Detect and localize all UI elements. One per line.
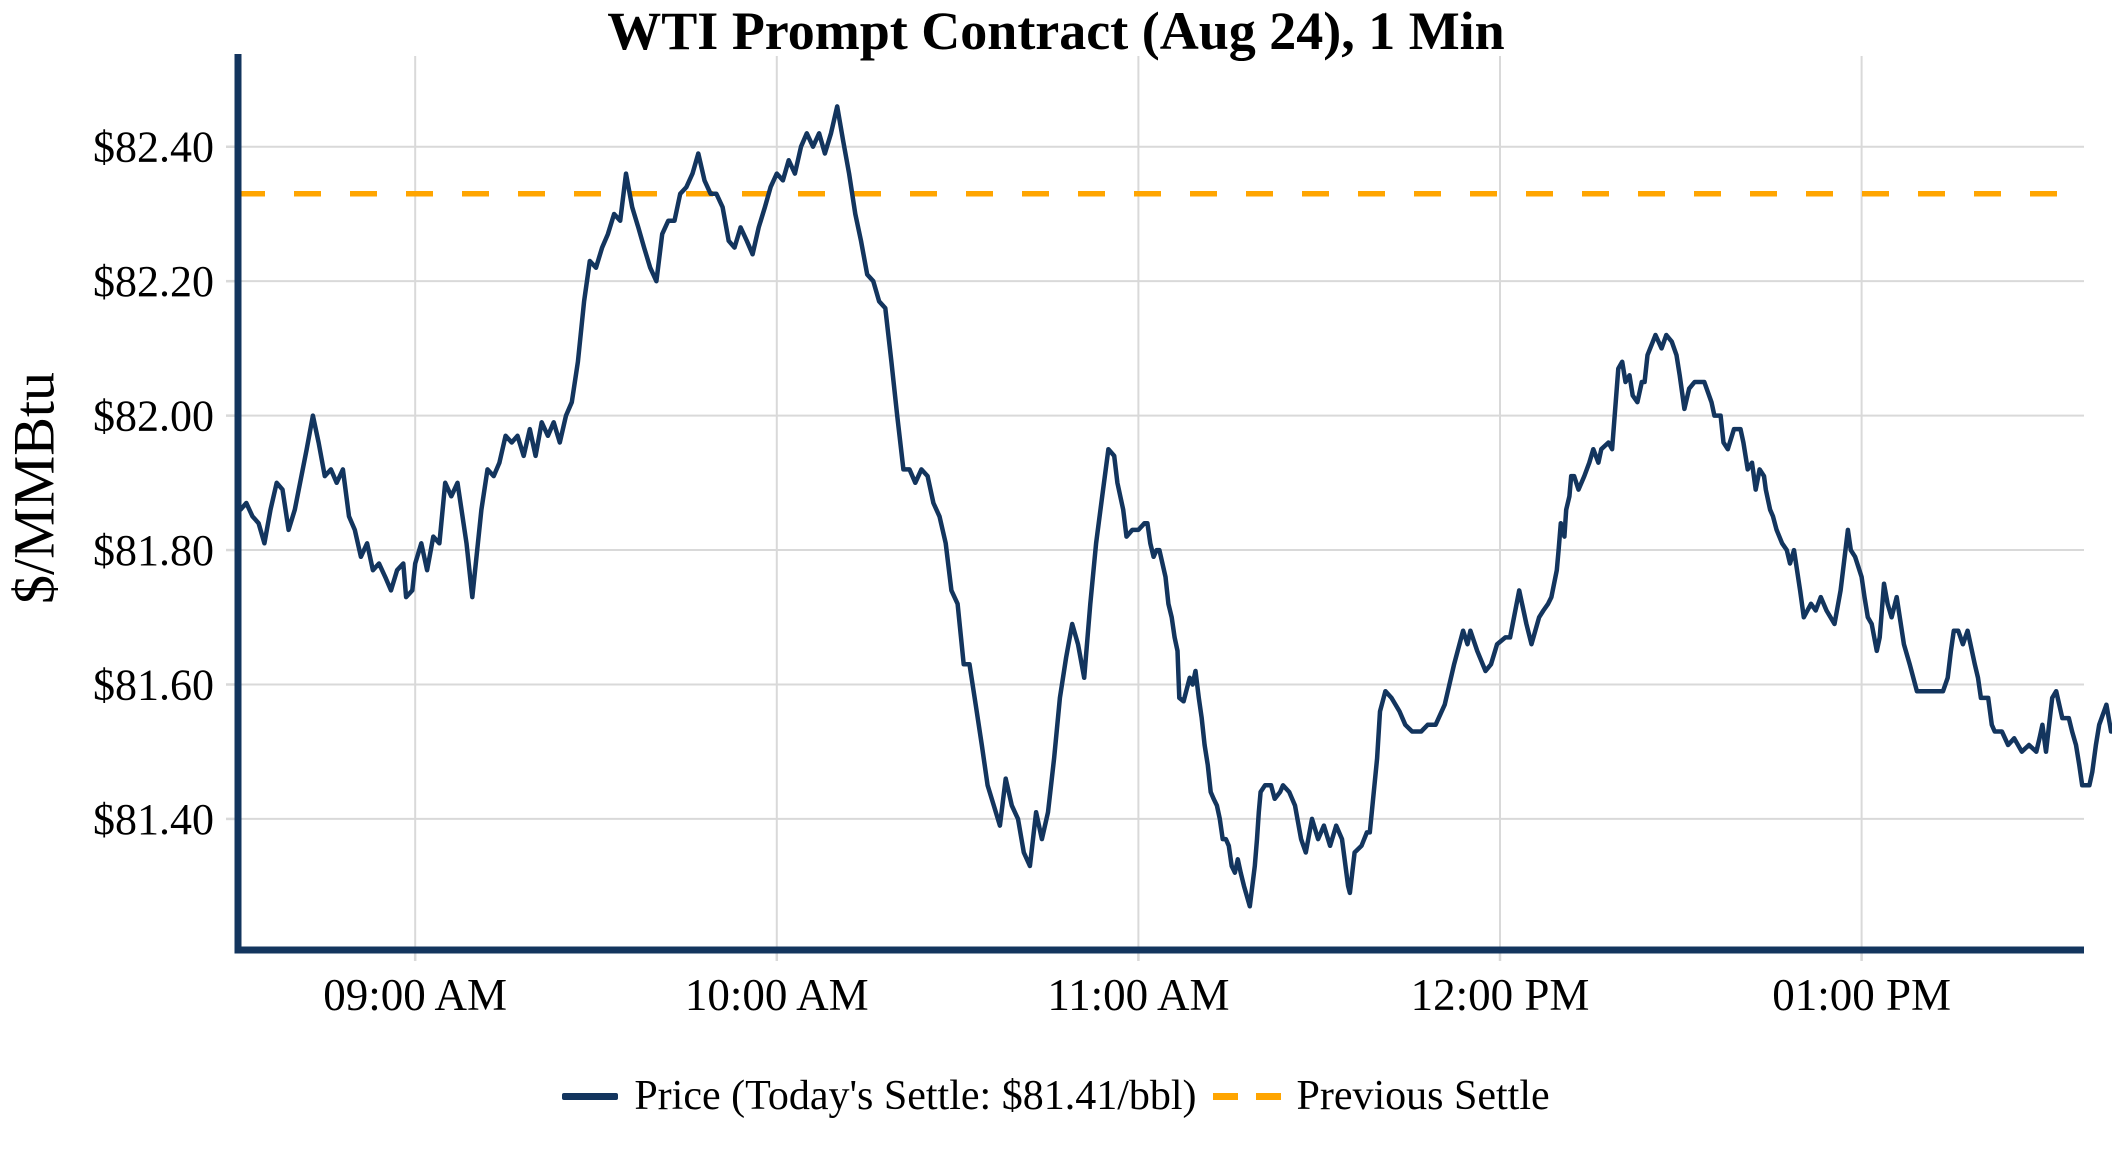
y-tick-label: $82.20 xyxy=(93,257,214,306)
y-tick-label: $82.00 xyxy=(93,392,214,441)
y-tick-label: $82.40 xyxy=(93,123,214,172)
price-legend-label: Price (Today's Settle: $81.41/bbl) xyxy=(634,1073,1197,1119)
chart-title: WTI Prompt Contract (Aug 24), 1 Min xyxy=(607,1,1505,61)
previous-settle-legend-swatch xyxy=(1212,1092,1281,1100)
y-tick-label: $81.60 xyxy=(93,660,214,709)
previous-settle-legend-label: Previous Settle xyxy=(1296,1073,1550,1119)
y-tick-label: $81.40 xyxy=(93,795,214,844)
x-tick-label: 11:00 AM xyxy=(1047,970,1229,1020)
y-axis-title: $/MMBtu xyxy=(1,371,67,605)
price-legend-swatch xyxy=(562,1092,619,1100)
x-tick-label: 12:00 PM xyxy=(1411,970,1590,1020)
x-tick-label: 01:00 PM xyxy=(1772,970,1951,1020)
x-tick-label: 09:00 AM xyxy=(323,970,507,1020)
legend: Price (Today's Settle: $81.41/bbl) Previ… xyxy=(0,1072,2112,1120)
price-line xyxy=(238,104,2112,909)
x-tick-label: 10:00 AM xyxy=(685,970,869,1020)
y-tick-label: $81.80 xyxy=(93,526,214,575)
